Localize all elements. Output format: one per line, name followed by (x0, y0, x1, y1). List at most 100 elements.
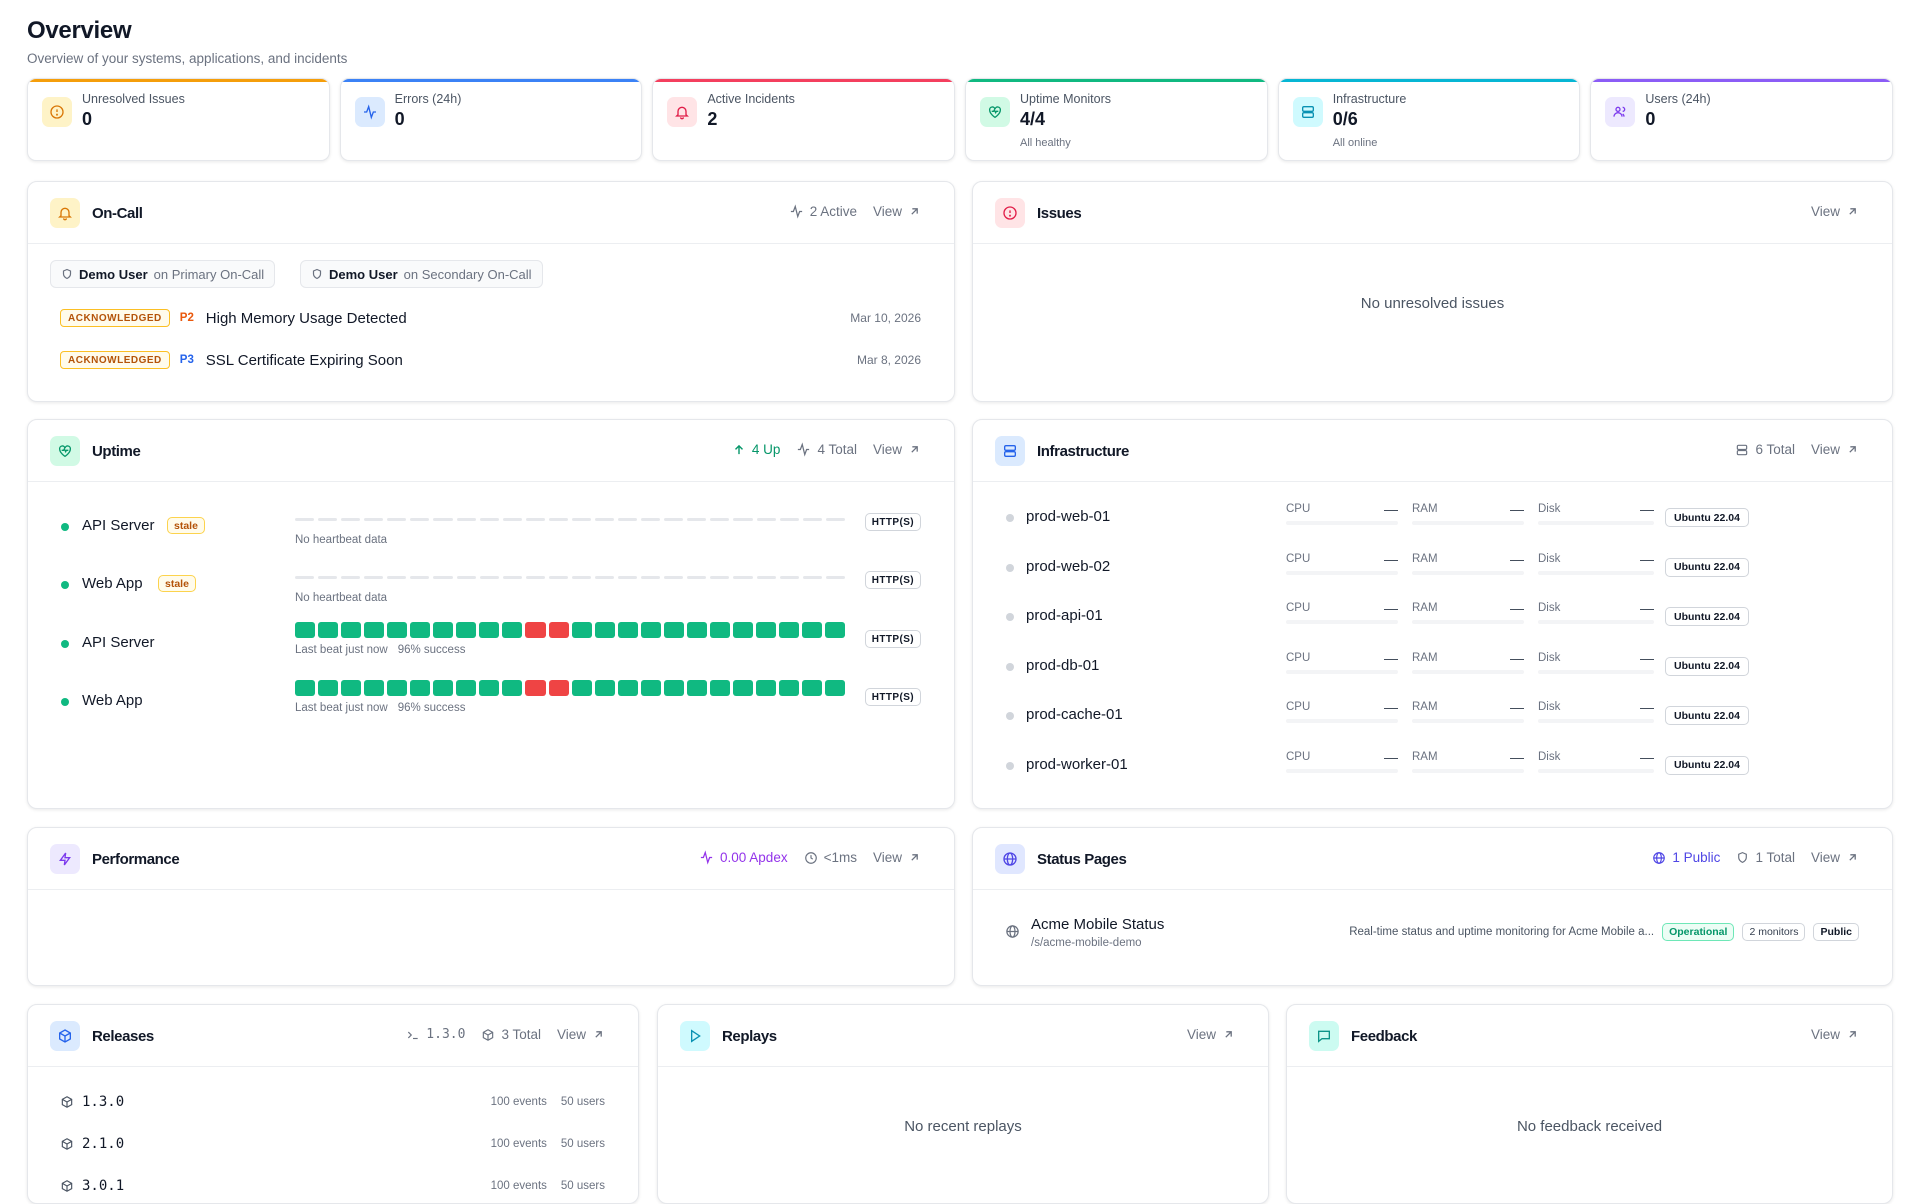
card-header: Performance 0.00 Apdex <1ms View (28, 828, 954, 890)
heartbeat-segment (410, 576, 430, 579)
status-page-row[interactable]: Acme Mobile Status /s/acme-mobile-demo R… (1005, 916, 1859, 956)
overview-page: Overview Overview of your systems, appli… (27, 0, 1894, 1204)
total-count: 3 Total (481, 1027, 541, 1042)
metric-label: Disk (1538, 750, 1561, 763)
arrow-up-right-icon (1849, 208, 1856, 215)
heartbeat-segment (640, 680, 661, 696)
os-badge: Ubuntu 22.04 (1665, 557, 1749, 577)
heartbeat-segment (387, 622, 408, 638)
os-badge: Ubuntu 22.04 (1665, 607, 1749, 626)
view-link[interactable]: View (873, 442, 921, 457)
monitor-row[interactable]: Web App Last beat just now 96% success HT… (28, 680, 954, 730)
host-row[interactable]: prod-cache-01 CPU — RAM — Disk — Ubuntu 22.04 (973, 699, 1892, 741)
monitor-name: Web App (82, 575, 143, 592)
view-link[interactable]: View (1811, 204, 1859, 219)
monitor-row[interactable]: API Server stale No heartbeat data HTTP(… (28, 512, 954, 562)
view-link[interactable]: View (1811, 1027, 1859, 1042)
active-count: 2 Active (789, 204, 857, 219)
metric-value: — (1384, 501, 1398, 517)
stale-badge: stale (158, 575, 196, 592)
release-version: 1.3.0 (82, 1094, 125, 1110)
heartbeat-segment (502, 622, 523, 638)
message-square-icon (1309, 1021, 1339, 1051)
stat-infrastructure[interactable]: Infrastructure 0/6 All online (1277, 78, 1581, 161)
release-row[interactable]: 3.0.1 100 events 50 users (60, 1174, 605, 1198)
metric-disk: Disk — (1538, 550, 1654, 583)
activity-icon (700, 850, 713, 865)
incident-row[interactable]: ACKNOWLEDGED P2 High Memory Usage Detect… (60, 306, 921, 330)
status-badge: ACKNOWLEDGED (60, 309, 170, 327)
clock-icon (804, 851, 817, 864)
release-row[interactable]: 1.3.0 100 events 50 users (60, 1090, 605, 1114)
view-link[interactable]: View (1187, 1027, 1235, 1042)
heartbeat-segment (825, 518, 845, 521)
card-title: Uptime (92, 443, 141, 460)
stat-unresolved-issues[interactable]: Unresolved Issues 0 (27, 78, 330, 161)
metric-label: RAM (1412, 602, 1438, 614)
heartbeat-note: No heartbeat data (295, 592, 388, 604)
heartbeat-segment (410, 518, 430, 521)
view-link[interactable]: View (1811, 442, 1859, 457)
heartbeat-bar (295, 680, 846, 696)
heartbeat-segment (548, 576, 568, 579)
heartbeat-segment (571, 576, 592, 579)
oncall-chip-primary[interactable]: Demo User on Primary On-Call (50, 260, 276, 288)
stat-label: Errors (24h) (394, 92, 462, 106)
heartbeat-segment (387, 680, 408, 696)
incident-date: Mar 8, 2026 (856, 353, 921, 367)
stat-active-incidents[interactable]: Active Incidents 2 (652, 78, 956, 161)
heartbeat-segment (479, 680, 500, 696)
view-link[interactable]: View (557, 1027, 605, 1042)
heart-pulse-icon (980, 97, 1011, 127)
heartbeat-note: Last beat just now 96% success (295, 644, 466, 656)
server-icon (1292, 97, 1323, 127)
release-row[interactable]: 2.1.0 100 events 50 users (60, 1132, 605, 1156)
status-dot (1006, 662, 1014, 671)
host-row[interactable]: prod-api-01 CPU — RAM — Disk — Ubuntu 22.04 (973, 600, 1892, 642)
stat-uptime-monitors[interactable]: Uptime Monitors 4/4 All healthy (965, 78, 1268, 161)
priority-label: P3 (179, 354, 194, 366)
host-row[interactable]: prod-db-01 CPU — RAM — Disk — Ubuntu 22.04 (973, 649, 1892, 692)
activity-icon (798, 442, 810, 457)
metric-value: — (1640, 699, 1654, 715)
heartbeat-segment (364, 680, 385, 696)
heartbeat-segment (479, 518, 499, 521)
terminal-icon (408, 1031, 418, 1039)
oncall-chip-secondary[interactable]: Demo User on Secondary On-Call (300, 260, 543, 288)
heartbeat-segment (618, 576, 638, 579)
heartbeat-segment (687, 518, 707, 521)
incident-row[interactable]: ACKNOWLEDGED P3 SSL Certificate Expiring… (60, 348, 921, 372)
heartbeat-segment (617, 680, 638, 696)
stat-errors[interactable]: Errors (24h) 0 (339, 78, 643, 161)
monitor-row[interactable]: API Server Last beat just now 96% success… (28, 622, 954, 672)
monitor-row[interactable]: Web App stale No heartbeat data HTTP(S) (28, 570, 954, 620)
status-dot (1006, 712, 1014, 720)
heartbeat-segment (433, 576, 453, 579)
heartbeat-segment (663, 680, 684, 696)
heartbeat-segment (755, 680, 776, 696)
heartbeat-segment (318, 576, 338, 579)
stat-value: 4/4 (1020, 109, 1046, 129)
arrow-up-right-icon (911, 446, 918, 453)
stat-users[interactable]: Users (24h) 0 (1590, 78, 1894, 161)
host-row[interactable]: prod-web-01 CPU — RAM — Disk — Ubuntu 22.04 (973, 501, 1892, 543)
host-name: prod-cache-01 (1026, 706, 1123, 723)
latency: <1ms (804, 850, 857, 865)
metric-bar (1538, 669, 1654, 674)
view-link[interactable]: View (1811, 850, 1859, 865)
server-icon (1737, 444, 1748, 455)
view-link[interactable]: View (873, 204, 921, 219)
metric-value: — (1640, 550, 1654, 567)
stat-sub: All healthy (1020, 137, 1071, 149)
host-row[interactable]: prod-worker-01 CPU — RAM — Disk — Ubuntu 22.04 (973, 749, 1892, 791)
metric-bar (1412, 768, 1524, 773)
view-link[interactable]: View (873, 850, 921, 865)
heartbeat-segment (456, 680, 477, 696)
metric-value: — (1510, 550, 1524, 567)
status-dot (61, 523, 69, 531)
stale-badge: stale (167, 517, 205, 534)
metric-value: — (1640, 649, 1654, 666)
stat-accent-bar (1591, 79, 1893, 82)
host-row[interactable]: prod-web-02 CPU — RAM — Disk — Ubuntu 22.04 (973, 550, 1892, 593)
heartbeat-segment (456, 518, 476, 521)
